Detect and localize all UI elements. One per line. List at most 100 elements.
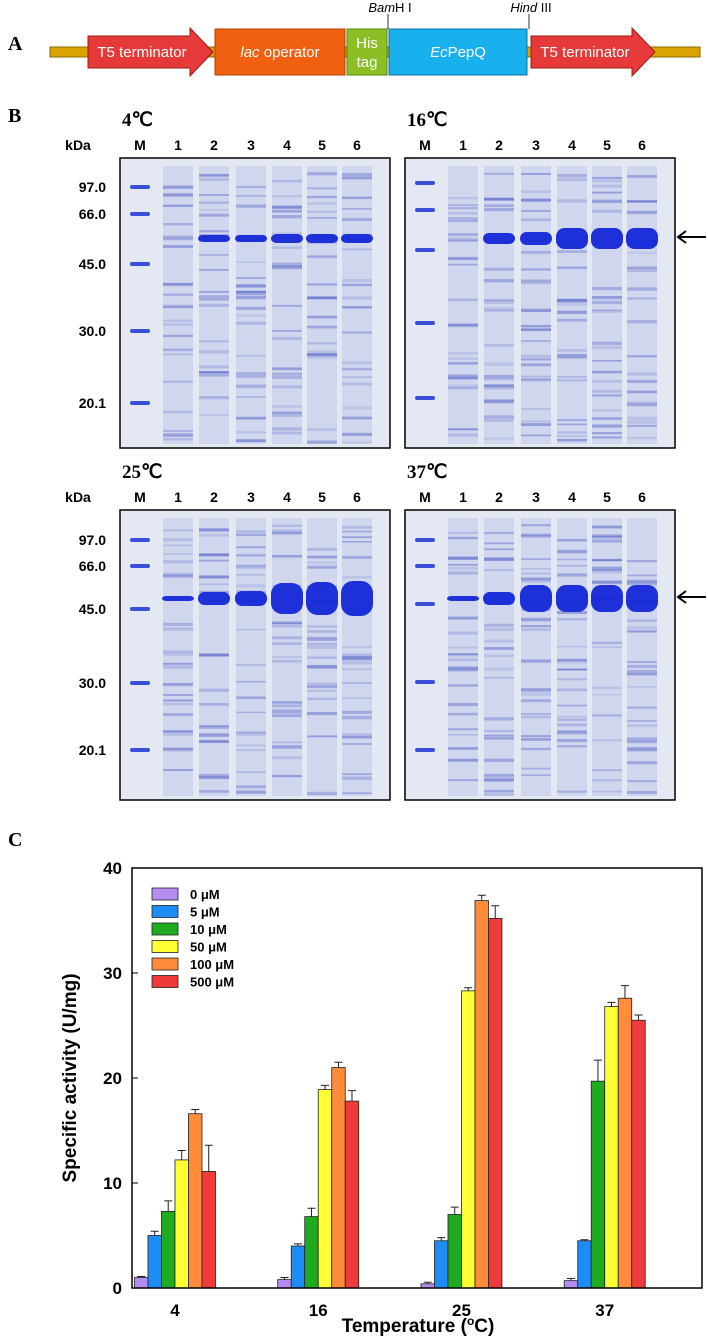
band xyxy=(272,265,302,268)
band xyxy=(484,172,514,175)
band xyxy=(557,790,587,793)
band xyxy=(627,737,657,741)
band xyxy=(448,237,478,240)
band xyxy=(448,684,478,687)
band xyxy=(484,197,514,201)
band xyxy=(484,299,514,302)
bar xyxy=(488,918,503,1289)
band xyxy=(592,409,622,412)
band xyxy=(272,621,302,625)
band xyxy=(199,726,229,729)
band xyxy=(272,704,302,708)
gel xyxy=(119,509,391,801)
band xyxy=(484,197,514,201)
text: Temperature ( xyxy=(342,1316,468,1337)
band xyxy=(557,318,587,322)
legend-swatch xyxy=(151,940,179,953)
band xyxy=(557,423,587,426)
band xyxy=(199,413,229,417)
band xyxy=(342,710,372,714)
band xyxy=(236,744,266,747)
band xyxy=(307,666,337,669)
band xyxy=(484,437,514,440)
target-band xyxy=(306,582,338,615)
element-label: lac operator xyxy=(240,44,319,61)
band xyxy=(448,362,478,365)
marker-label: 30.0 xyxy=(79,323,106,339)
text: H I xyxy=(395,0,412,15)
band xyxy=(521,279,551,282)
band xyxy=(199,340,229,343)
band xyxy=(163,223,193,226)
band xyxy=(557,174,587,177)
band xyxy=(272,555,302,558)
band xyxy=(272,195,302,198)
band xyxy=(484,362,514,366)
x-tick-label: 25 xyxy=(452,1301,471,1320)
band xyxy=(592,191,622,194)
band xyxy=(272,659,302,663)
band xyxy=(557,618,587,621)
band xyxy=(307,187,337,190)
band xyxy=(484,420,514,422)
bar xyxy=(447,1214,462,1289)
band xyxy=(342,525,372,529)
band xyxy=(272,265,302,270)
band xyxy=(163,305,193,309)
legend-label: 10 μM xyxy=(190,922,227,937)
band xyxy=(272,701,302,704)
band xyxy=(342,697,372,700)
band xyxy=(484,729,514,733)
band xyxy=(484,789,514,793)
marker-band xyxy=(130,262,150,266)
error-bar xyxy=(477,894,486,901)
lane xyxy=(521,518,551,796)
band xyxy=(163,244,193,249)
band xyxy=(521,535,551,538)
band xyxy=(163,304,193,308)
bar xyxy=(290,1245,306,1289)
band xyxy=(307,642,337,646)
band xyxy=(163,574,193,578)
band xyxy=(627,737,657,740)
legend-swatch xyxy=(151,905,179,918)
band xyxy=(272,367,302,371)
gel-title: 16℃ xyxy=(407,110,447,131)
band xyxy=(592,535,622,539)
bar xyxy=(161,1210,176,1289)
band xyxy=(199,528,229,532)
band xyxy=(163,683,193,687)
band xyxy=(484,208,514,212)
band xyxy=(236,314,266,317)
unit-label: kDa xyxy=(65,489,91,505)
element-label: tag xyxy=(357,54,378,71)
band xyxy=(521,354,551,359)
lane-label: 5 xyxy=(318,489,326,505)
target-band xyxy=(341,581,373,616)
band xyxy=(448,728,478,731)
lane xyxy=(627,166,657,444)
marker-band xyxy=(130,401,150,405)
band xyxy=(484,205,514,208)
band xyxy=(592,769,622,772)
target-band xyxy=(162,596,194,601)
target-band xyxy=(271,583,303,614)
band xyxy=(163,699,193,702)
marker-band xyxy=(130,212,150,216)
lane-label: 1 xyxy=(174,137,182,153)
target-band xyxy=(198,235,230,242)
band xyxy=(521,434,551,437)
band xyxy=(484,307,514,311)
band xyxy=(163,433,193,437)
band xyxy=(272,625,302,628)
error-bar xyxy=(437,1237,446,1241)
error-bar xyxy=(137,1275,146,1278)
bar xyxy=(631,1019,646,1289)
target-band xyxy=(591,585,623,612)
band xyxy=(557,688,587,692)
band xyxy=(557,266,587,270)
band xyxy=(448,376,478,380)
x-tick-label: 37 xyxy=(595,1301,614,1320)
band xyxy=(627,669,657,673)
band xyxy=(272,529,302,534)
